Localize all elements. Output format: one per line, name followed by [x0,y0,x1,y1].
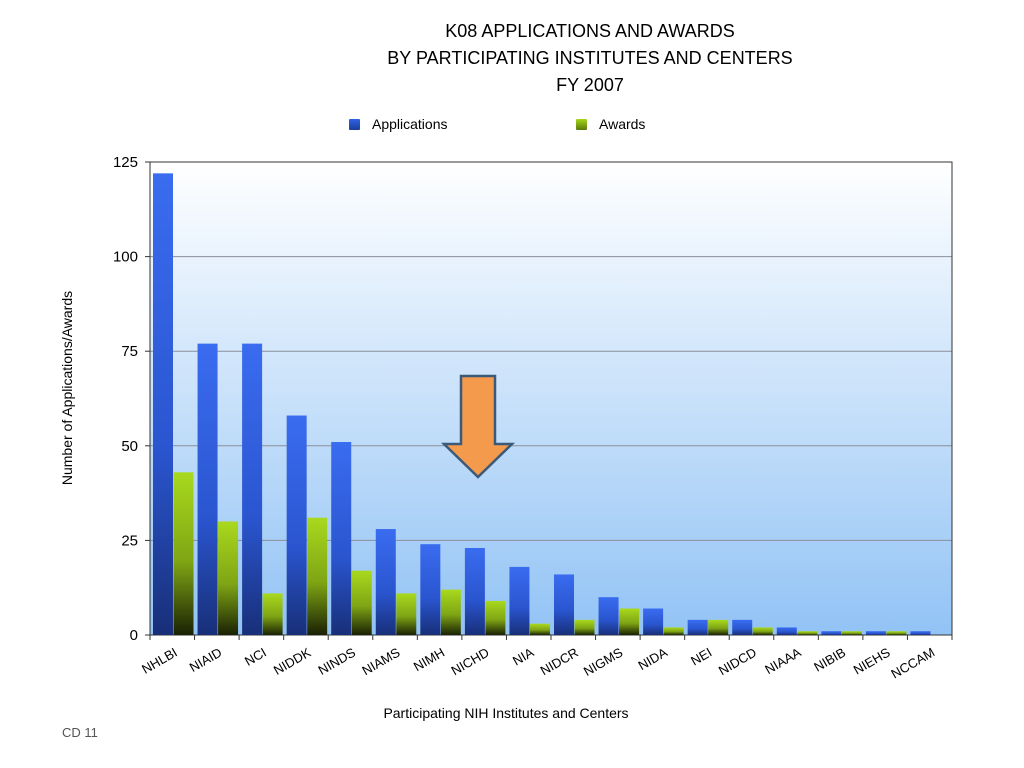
legend-item-awards: Awards [576,116,645,132]
x-tick-label-nichd: NICHD [449,645,492,679]
bar-applications-nimh [420,544,441,635]
bar-applications-nibib [821,631,842,635]
slide-footer: CD 11 [62,725,98,740]
bar-applications-nidcr [554,574,574,635]
x-tick-label-nccam: NCCAM [888,645,937,682]
down-arrow-annotation [440,374,516,479]
x-tick-label-nidcr: NIDCR [538,645,581,679]
bar-applications-nichd [464,547,485,635]
chart-title: K08 APPLICATIONS AND AWARDS BY PARTICIPA… [190,18,990,99]
x-tick-label-nci: NCI [242,645,269,669]
bar-awards-nia [529,623,550,635]
bar-awards-nidcr [574,619,595,635]
bar-awards-nei [708,619,729,635]
x-tick-label-nia: NIA [510,644,537,668]
bar-awards-nhlbi [173,472,194,635]
title-line-3: FY 2007 [556,75,624,95]
y-tick-label-100: 100 [113,249,138,266]
x-tick-label-niaid: NIAID [187,645,225,675]
bar-awards-niams [396,593,417,635]
y-tick-label-50: 50 [121,438,138,455]
y-tick-label-125: 125 [113,154,138,171]
bar-awards-niddk [307,517,328,635]
x-tick-label-niaaa: NIAAA [762,644,804,677]
x-tick-label-nibib: NIBIB [811,645,848,675]
bar-applications-nida [643,608,664,635]
bar-applications-niaid [197,343,218,635]
bar-awards-nibib [841,631,862,635]
bar-applications-nci [242,343,263,635]
bar-applications-niddk [286,415,307,635]
bar-applications-ninds [331,442,352,635]
x-tick-label-niddk: NIDDK [271,644,314,677]
bar-awards-nimh [440,589,461,635]
x-tick-label-ninds: NINDS [315,644,358,677]
bar-awards-niaid [218,521,239,635]
bar-applications-niams [375,529,396,635]
x-tick-label-niams: NIAMS [359,644,402,678]
x-tick-label-nigms: NIGMS [581,644,626,678]
plot-area [150,162,952,635]
bar-applications-niaaa [776,627,797,635]
y-tick-label-25: 25 [121,532,138,549]
legend-swatch-applications [349,118,360,130]
title-line-2: BY PARTICIPATING INSTITUTES AND CENTERS [387,48,793,68]
legend-label-awards: Awards [599,116,646,132]
x-tick-label-niehs: NIEHS [851,644,893,677]
y-tick-label-75: 75 [121,343,138,360]
title-line-1: K08 APPLICATIONS AND AWARDS [445,21,735,41]
x-tick-label-nhlbi: NHLBI [139,645,180,677]
bar-awards-nigms [619,608,640,635]
y-tick-label-0: 0 [130,627,138,644]
bar-applications-nhlbi [153,173,173,636]
x-tick-label-nimh: NIMH [411,645,447,675]
legend-item-applications: Applications [349,116,448,132]
legend-label-applications: Applications [372,116,448,132]
bar-applications-nia [509,566,530,635]
bar-applications-nigms [598,597,619,635]
bar-applications-nidcd [732,619,753,635]
bar-awards-ninds [351,570,372,635]
bar-applications-nccam [910,631,931,635]
bar-awards-niehs [886,631,907,635]
chart-legend: Applications Awards [0,116,1024,136]
x-tick-label-nei: NEI [688,645,714,669]
bar-applications-niehs [865,631,886,635]
bar-awards-niaaa [797,631,818,635]
bar-awards-nci [262,593,283,635]
x-tick-label-nida: NIDA [635,644,670,673]
x-axis-label: Participating NIH Institutes and Centers [383,705,629,721]
bar-applications-nei [687,619,708,635]
bar-awards-nichd [485,600,506,635]
legend-swatch-awards [576,118,587,130]
bar-awards-nidcd [752,627,773,635]
x-tick-label-nidcd: NIDCD [716,645,759,679]
bar-awards-nida [663,627,684,635]
